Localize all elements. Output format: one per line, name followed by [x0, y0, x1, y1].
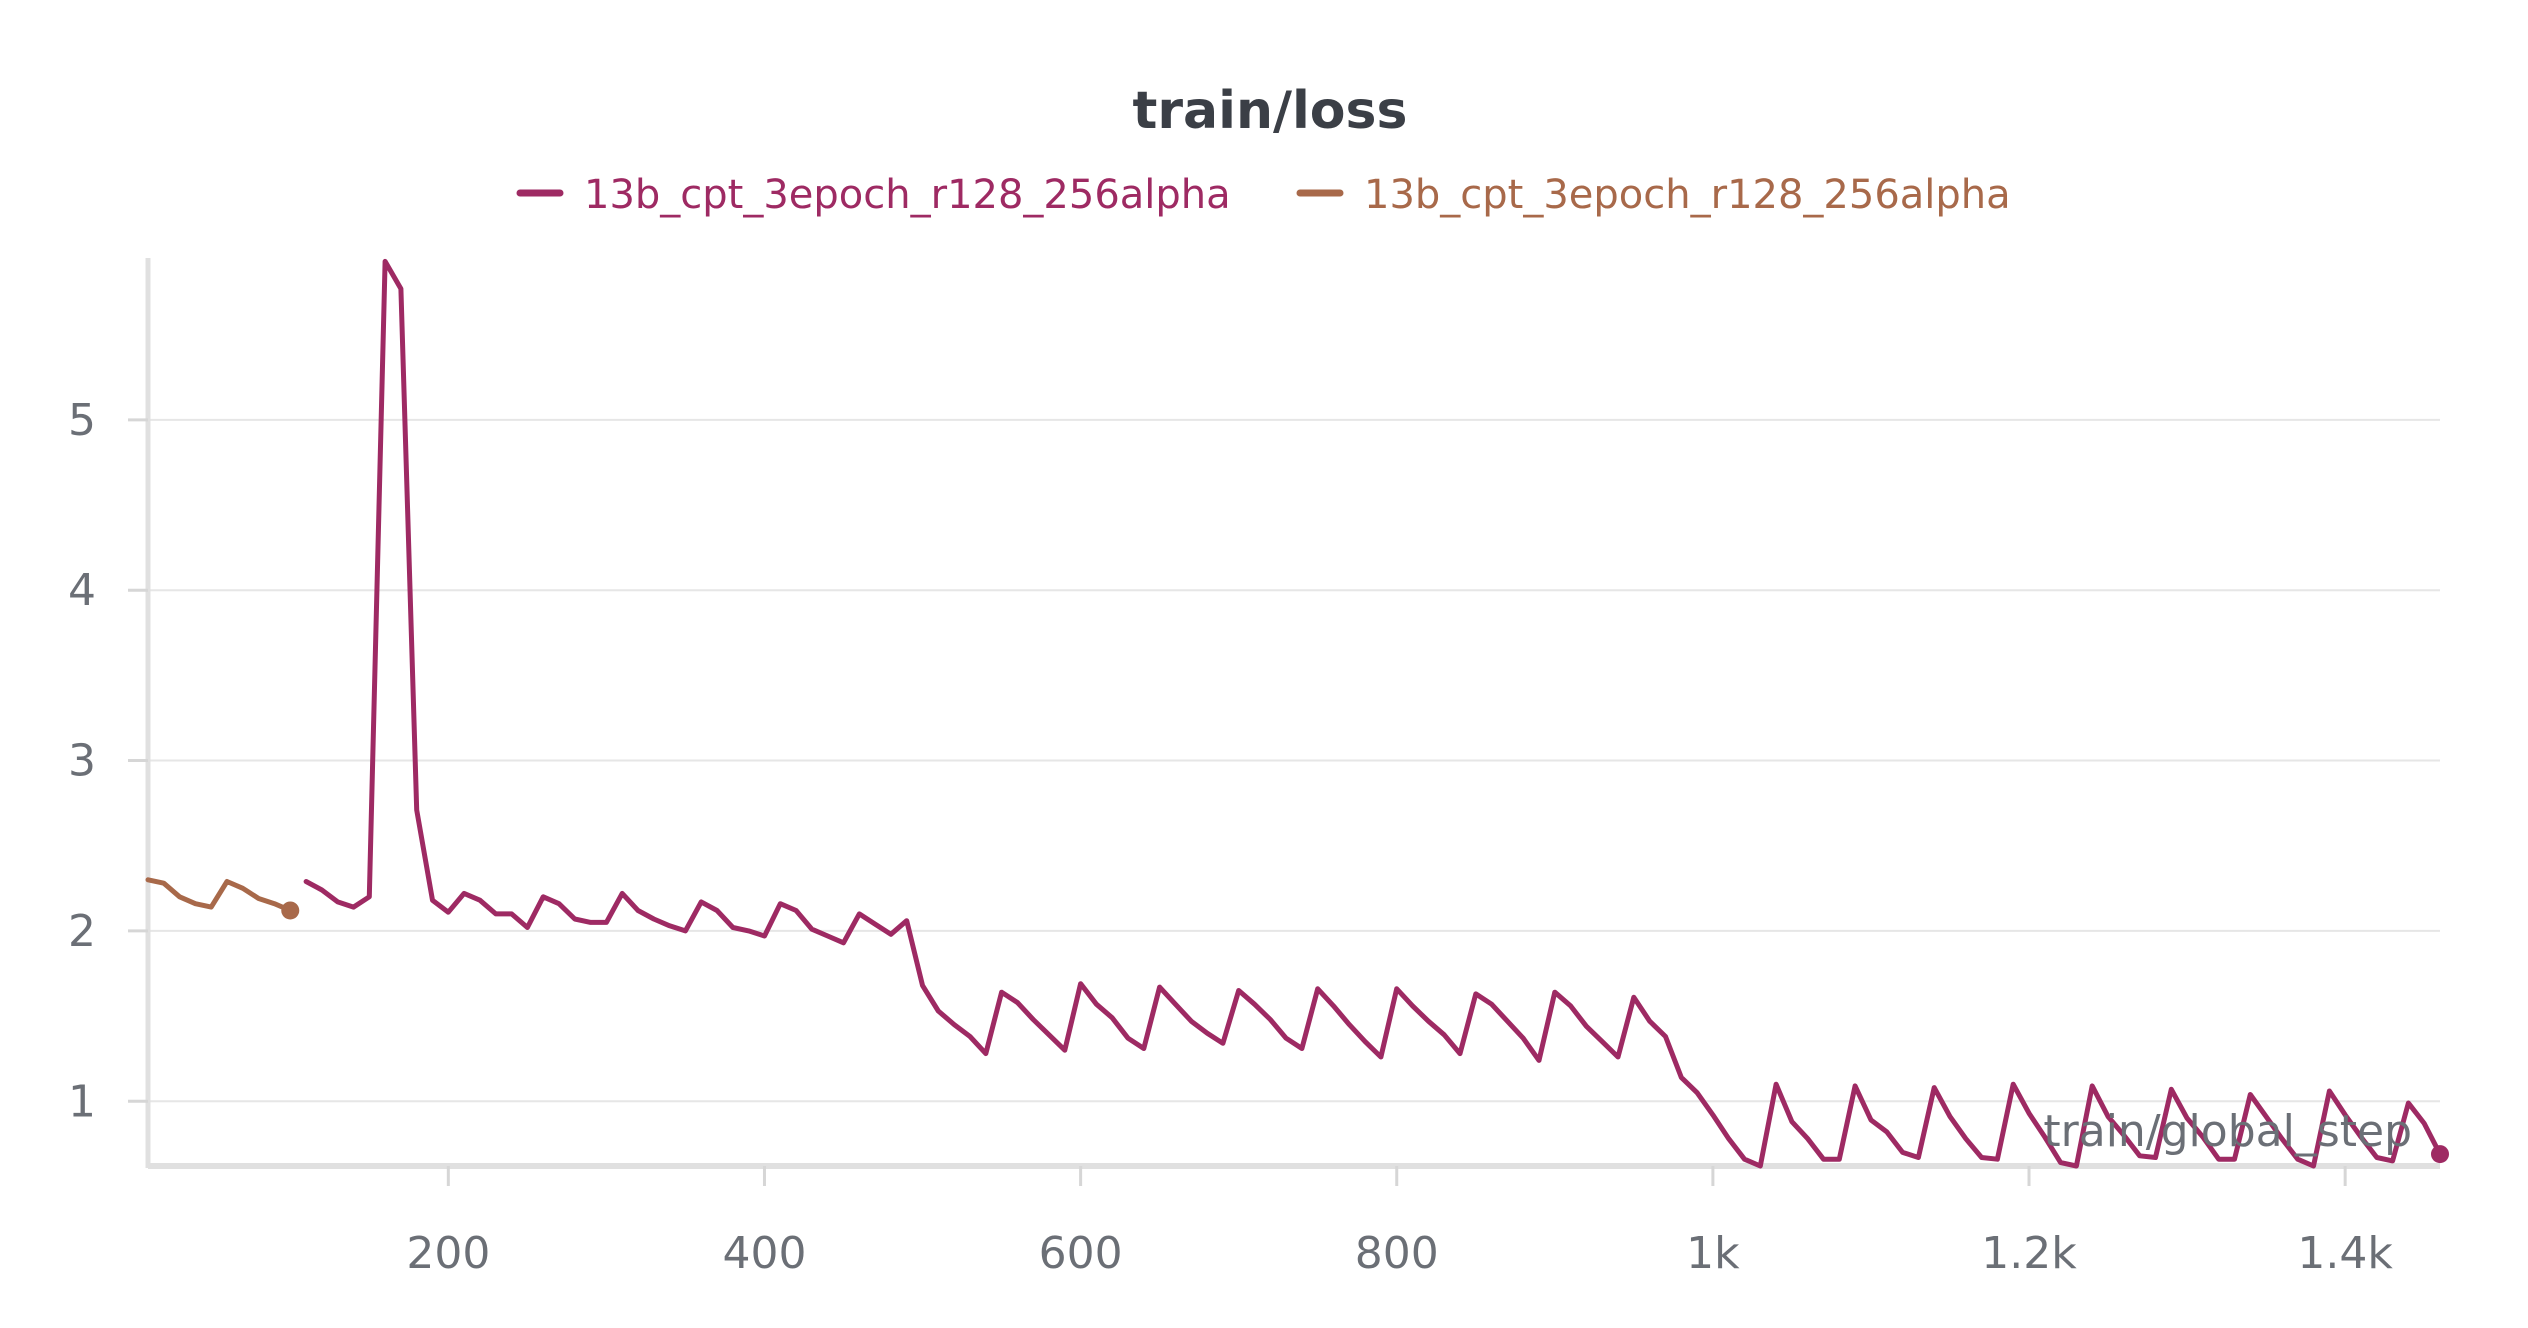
y-tick-label: 5	[68, 395, 96, 446]
series-end-point-1	[2431, 1145, 2449, 1164]
series	[145, 258, 2449, 1169]
y-tick-label: 3	[68, 736, 96, 787]
x-tick-label: 200	[406, 1228, 490, 1279]
x-tick-label: 600	[1039, 1228, 1123, 1279]
x-tick-label: 1k	[1686, 1228, 1740, 1279]
axes	[145, 258, 2440, 1169]
x-tick-label: 400	[722, 1228, 806, 1279]
series-line-1	[303, 258, 2443, 1169]
legend-label-series-2: 13b_cpt_3epoch_r128_256alpha	[1364, 172, 2011, 218]
y-tick-label: 4	[68, 565, 96, 616]
ticks: 1 2 3 4 5 200 400 600 800 1k 1.2k 1.4k	[68, 395, 2393, 1279]
y-tick-label: 1	[68, 1076, 96, 1127]
chart-title: train/loss	[1133, 81, 1408, 141]
legend: 13b_cpt_3epoch_r128_256alpha 13b_cpt_3ep…	[516, 172, 2011, 218]
series-end-point-2	[281, 901, 300, 920]
gridlines	[148, 418, 2440, 1103]
x-tick-label: 1.4k	[2297, 1228, 2393, 1279]
y-tick-label: 2	[68, 906, 96, 957]
x-tick-label: 800	[1355, 1228, 1439, 1279]
series-line-2	[145, 877, 293, 913]
x-tick-label: 1.2k	[1981, 1228, 2077, 1279]
legend-label-series-1: 13b_cpt_3epoch_r128_256alpha	[584, 172, 1231, 218]
x-axis-label: train/global_step	[2043, 1106, 2412, 1157]
